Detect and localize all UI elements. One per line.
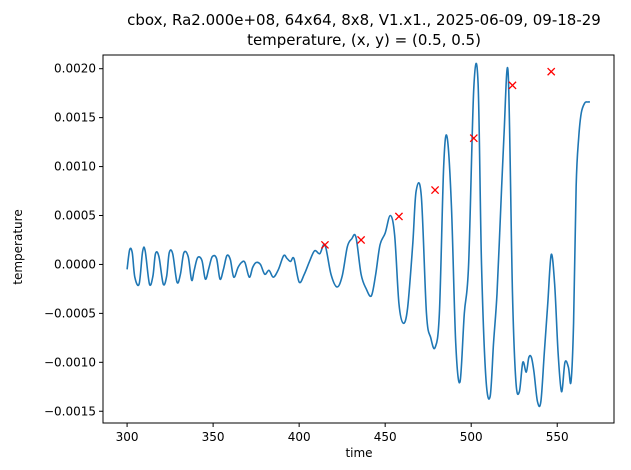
peak-marker <box>508 81 517 90</box>
y-tick-label: 0.0005 <box>54 209 96 223</box>
peak-marker <box>320 240 330 249</box>
y-axis-ticks: −0.0015 −0.0010 −0.0005 0.0000 0.0005 0.0010 0… <box>44 62 103 418</box>
x-tick-label: 300 <box>116 430 139 444</box>
y-tick-label: 0.0000 <box>54 257 96 271</box>
peak-marker <box>469 134 478 143</box>
chart-title-line-1: cbox, Ra2.000e+08, 64x64, 8x8, V1.x1., 2… <box>127 11 601 29</box>
x-axis-label: time <box>345 446 372 460</box>
plot-area <box>102 54 615 424</box>
y-tick-label: −0.0010 <box>44 355 96 369</box>
y-axis-label: temperature <box>11 209 25 284</box>
peak-marker <box>431 186 440 195</box>
x-tick-label: 550 <box>546 430 569 444</box>
peak-marker-layer <box>320 67 556 249</box>
x-tick-label: 500 <box>460 430 483 444</box>
peak-marker <box>357 235 366 245</box>
axes-frame <box>102 54 615 424</box>
y-tick-label: −0.0005 <box>44 306 96 320</box>
y-tick-label: −0.0015 <box>44 404 96 418</box>
peak-marker <box>547 67 556 76</box>
y-tick-label: 0.0020 <box>54 62 96 76</box>
x-tick-label: 400 <box>288 430 311 444</box>
x-tick-label: 350 <box>202 430 225 444</box>
x-tick-label: 450 <box>374 430 397 444</box>
y-tick-label: 0.0015 <box>54 111 96 125</box>
series-layer <box>126 62 590 408</box>
y-tick-label: 0.0010 <box>54 160 96 174</box>
x-axis-ticks: 300 350 400 450 500 550 <box>116 423 569 444</box>
chart-title-line-2: temperature, (x, y) = (0.5, 0.5) <box>247 31 481 49</box>
temperature-series-line <box>126 62 590 408</box>
peak-marker <box>394 212 403 221</box>
